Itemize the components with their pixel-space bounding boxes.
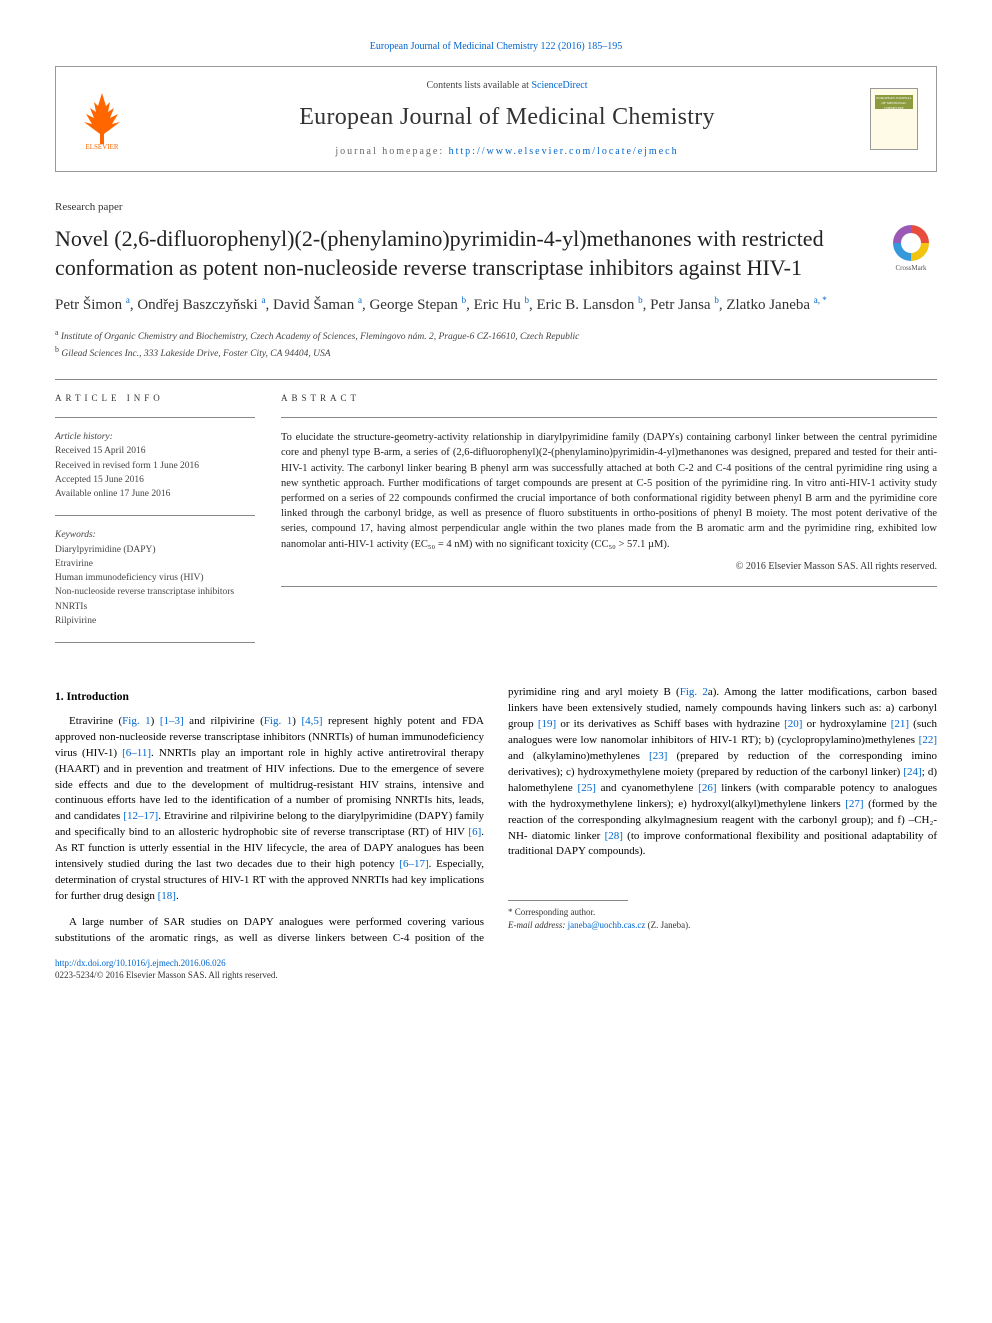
paper-title: Novel (2,6-difluorophenyl)(2-(phenylamin…	[55, 225, 873, 282]
fig-ref[interactable]: Fig. 2	[680, 686, 708, 698]
citation-ref[interactable]: [25]	[578, 782, 596, 794]
citation-ref[interactable]: [22]	[919, 734, 937, 746]
article-info-heading: ARTICLE INFO	[55, 392, 255, 405]
citation-ref[interactable]: [6–17]	[399, 858, 428, 870]
history-item: Available online 17 June 2016	[55, 487, 255, 501]
citation-ref[interactable]: [12–17]	[123, 810, 158, 822]
citation-ref[interactable]: [26]	[698, 782, 716, 794]
citation-ref[interactable]: [20]	[784, 718, 802, 730]
sciencedirect-link[interactable]: ScienceDirect	[531, 80, 587, 91]
citation-ref[interactable]: [6–11]	[122, 747, 151, 759]
keyword-item: Etravirine	[55, 557, 255, 571]
journal-name: European Journal of Medicinal Chemistry	[144, 101, 870, 135]
citation-ref[interactable]: [4,5]	[301, 715, 322, 727]
crossmark-badge[interactable]: CrossMark	[885, 225, 937, 277]
email-label: E-mail address:	[508, 920, 568, 930]
citation-ref[interactable]: [19]	[538, 718, 556, 730]
citation-ref[interactable]: [21]	[891, 718, 909, 730]
keyword-item: Human immunodeficiency virus (HIV)	[55, 571, 255, 585]
intro-p1: Etravirine (Fig. 1) [1–3] and rilpivirin…	[55, 714, 484, 905]
fig-ref[interactable]: Fig. 1	[122, 715, 150, 727]
journal-cover-thumb: EUROPEAN JOURNAL OF MEDICINAL CHEMISTRY	[870, 88, 918, 150]
divider-abs-2	[281, 586, 937, 587]
elsevier-logo: ELSEVIER	[74, 88, 130, 150]
crossmark-icon	[893, 225, 929, 261]
paper-type: Research paper	[55, 200, 937, 215]
citation-ref[interactable]: [18]	[158, 890, 176, 902]
citation-ref[interactable]: [23]	[649, 750, 667, 762]
article-history: Article history: Received 15 April 2016R…	[55, 430, 255, 501]
footnote-divider	[508, 900, 628, 901]
email-author: (Z. Janeba).	[645, 920, 690, 930]
divider-top	[55, 379, 937, 380]
keyword-item: Rilpivirine	[55, 614, 255, 628]
divider-info-1	[55, 417, 255, 418]
keywords-block: Keywords: Diarylpyrimidine (DAPY)Etravir…	[55, 528, 255, 628]
doi-link[interactable]: http://dx.doi.org/10.1016/j.ejmech.2016.…	[55, 957, 937, 970]
journal-header: ELSEVIER Contents lists available at Sci…	[55, 66, 937, 172]
article-info: ARTICLE INFO Article history: Received 1…	[55, 392, 255, 655]
citation-ref[interactable]: [28]	[605, 830, 623, 842]
info-abstract-row: ARTICLE INFO Article history: Received 1…	[55, 392, 937, 655]
citation-ref[interactable]: [27]	[845, 798, 863, 810]
keywords-label: Keywords:	[55, 528, 255, 542]
affiliations: a Institute of Organic Chemistry and Bio…	[55, 327, 937, 362]
citation-ref[interactable]: [24]	[903, 766, 921, 778]
history-item: Received 15 April 2016	[55, 444, 255, 458]
footnotes: * Corresponding author. E-mail address: …	[508, 906, 937, 931]
homepage-link[interactable]: http://www.elsevier.com/locate/ejmech	[449, 146, 679, 157]
abstract-heading: ABSTRACT	[281, 392, 937, 405]
keyword-item: Non-nucleoside reverse transcriptase inh…	[55, 585, 255, 599]
keyword-item: Diarylpyrimidine (DAPY)	[55, 543, 255, 557]
authors-list: Petr Šimon a, Ondřej Baszczyňski a, Davi…	[55, 294, 937, 317]
homepage-line: journal homepage: http://www.elsevier.co…	[144, 145, 870, 159]
contents-prefix: Contents lists available at	[426, 80, 531, 91]
bottom-copyright: 0223-5234/© 2016 Elsevier Masson SAS. Al…	[55, 969, 937, 982]
citation-ref[interactable]: [6]	[468, 826, 481, 838]
svg-text:ELSEVIER: ELSEVIER	[85, 143, 118, 150]
homepage-prefix: journal homepage:	[335, 146, 448, 157]
abstract-column: ABSTRACT To elucidate the structure-geom…	[281, 392, 937, 655]
cover-thumb-label: EUROPEAN JOURNAL OF MEDICINAL CHEMISTRY	[875, 95, 913, 109]
header-center: Contents lists available at ScienceDirec…	[144, 79, 870, 159]
crossmark-label: CrossMark	[885, 264, 937, 274]
contents-line: Contents lists available at ScienceDirec…	[144, 79, 870, 93]
fig-ref[interactable]: Fig. 1	[264, 715, 292, 727]
top-citation-link[interactable]: European Journal of Medicinal Chemistry …	[55, 40, 937, 54]
title-row: Novel (2,6-difluorophenyl)(2-(phenylamin…	[55, 225, 937, 294]
history-item: Accepted 15 June 2016	[55, 473, 255, 487]
body-text: 1. Introduction Etravirine (Fig. 1) [1–3…	[55, 685, 937, 947]
keyword-item: NNRTIs	[55, 600, 255, 614]
divider-info-2	[55, 515, 255, 516]
divider-abs-1	[281, 417, 937, 418]
abstract-copyright: © 2016 Elsevier Masson SAS. All rights r…	[281, 560, 937, 574]
corresponding-author: * Corresponding author.	[508, 906, 937, 919]
email-line: E-mail address: janeba@uochb.cas.cz (Z. …	[508, 919, 937, 932]
affiliation: a Institute of Organic Chemistry and Bio…	[55, 327, 937, 344]
section-1-heading: 1. Introduction	[55, 689, 484, 706]
affiliation: b Gilead Sciences Inc., 333 Lakeside Dri…	[55, 344, 937, 361]
divider-info-3	[55, 642, 255, 643]
history-label: Article history:	[55, 430, 255, 444]
history-item: Received in revised form 1 June 2016	[55, 459, 255, 473]
citation-ref[interactable]: [1–3]	[160, 715, 184, 727]
email-link[interactable]: janeba@uochb.cas.cz	[568, 920, 646, 930]
abstract-text: To elucidate the structure-geometry-acti…	[281, 430, 937, 552]
